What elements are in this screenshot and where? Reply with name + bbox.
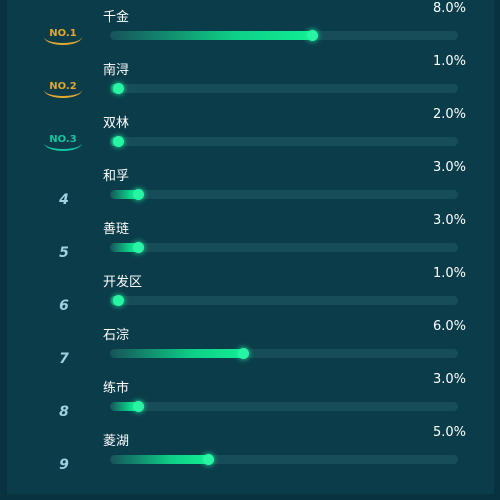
chart-row: 4 和孚 3.0%: [0, 159, 500, 212]
rank-badge: NO.3: [44, 133, 82, 151]
rank-number: 5: [59, 245, 69, 261]
bar: [110, 455, 212, 464]
category-label: 菱湖: [103, 434, 130, 449]
value-label: 3.0%: [432, 213, 466, 228]
chart-row: 7 石淙 6.0%: [0, 318, 500, 371]
bar: [110, 31, 317, 40]
bar-end-dot: [237, 348, 249, 359]
bar: [110, 243, 143, 252]
chart-row: 6 开发区 1.0%: [0, 265, 500, 318]
left-edge-strip: [0, 0, 7, 500]
bar-end-dot: [113, 295, 124, 306]
rank-badge: NO.1: [44, 27, 82, 45]
category-label: 千金: [103, 10, 130, 25]
bar-track: [110, 454, 458, 465]
value-label: 6.0%: [432, 319, 466, 334]
bar-track: [110, 83, 458, 94]
bar-track: [110, 348, 458, 359]
bar-track: [110, 295, 458, 306]
bar-end-dot: [133, 189, 145, 200]
value-label: 1.0%: [432, 54, 466, 69]
category-label: 开发区: [103, 275, 143, 290]
bar-end-dot: [133, 242, 145, 253]
value-label: 5.0%: [432, 425, 466, 440]
bar-track: [110, 189, 458, 200]
bottom-edge-strip: [0, 494, 500, 500]
bar-track: [110, 242, 458, 253]
rank-number: 9: [59, 457, 69, 473]
bar: [110, 190, 143, 199]
bar-track: [110, 136, 458, 147]
category-label: 善琏: [103, 222, 130, 237]
category-label: 石淙: [103, 328, 130, 343]
right-edge-strip: [494, 0, 500, 500]
chart-row: NO.3 双林 2.0%: [0, 106, 500, 159]
rank-number: 6: [59, 298, 69, 314]
rank-number: 8: [59, 404, 69, 420]
bar: [110, 402, 143, 411]
category-label: 南浔: [103, 63, 130, 78]
rank-badge: NO.2: [44, 80, 82, 98]
value-label: 8.0%: [432, 1, 466, 16]
value-label: 3.0%: [432, 160, 466, 175]
bar-end-dot: [307, 30, 319, 41]
bar-track: [110, 30, 458, 41]
bar-track: [110, 401, 458, 412]
category-label: 练市: [103, 381, 130, 396]
category-label: 和孚: [103, 169, 130, 184]
value-label: 1.0%: [432, 266, 466, 281]
value-label: 3.0%: [432, 372, 466, 387]
chart-row: NO.2 南浔 1.0%: [0, 53, 500, 106]
chart-row: NO.1 千金 8.0%: [0, 0, 500, 53]
category-label: 双林: [103, 116, 130, 131]
rank-number: 4: [59, 192, 69, 208]
bar: [110, 349, 247, 358]
chart-row: 9 菱湖 5.0%: [0, 424, 500, 477]
bar-end-dot: [203, 454, 214, 465]
chart-row: 5 善琏 3.0%: [0, 212, 500, 265]
value-label: 2.0%: [432, 107, 466, 122]
rank-number: 7: [59, 351, 69, 367]
bar-end-dot: [113, 83, 124, 94]
bar-end-dot: [133, 401, 145, 412]
bar-end-dot: [113, 136, 124, 147]
chart-row: 8 练市 3.0%: [0, 371, 500, 424]
